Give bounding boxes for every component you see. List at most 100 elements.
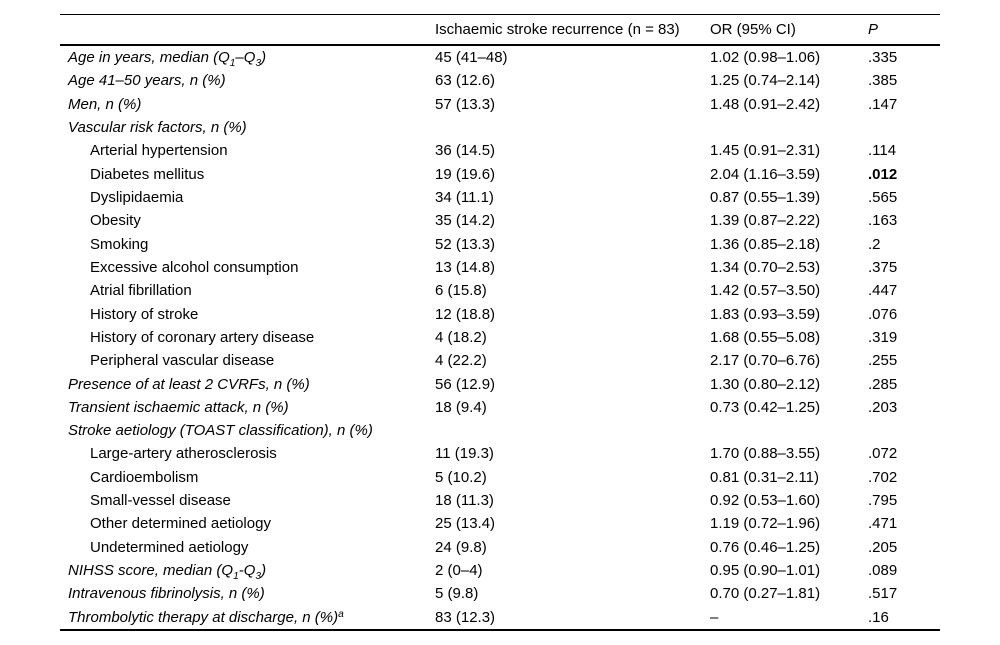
table-row: Small-vessel disease 18 (11.3) 0.92 (0.5…	[60, 489, 940, 512]
table-row: Cardioembolism 5 (10.2) 0.81 (0.31–2.11)…	[60, 466, 940, 489]
table-row: Age in years, median (Q1–Q3) 45 (41–48) …	[60, 46, 940, 69]
table-header-row: Ischaemic stroke recurrence (n = 83) OR …	[60, 14, 940, 46]
cell-recurrence: 18 (9.4)	[435, 398, 487, 416]
table-row: Smoking 52 (13.3) 1.36 (0.85–2.18) .2	[60, 233, 940, 256]
table-row: Large-artery atherosclerosis 11 (19.3) 1…	[60, 442, 940, 465]
row-label: Thrombolytic therapy at discharge, n (%)…	[68, 608, 344, 626]
row-label: Atrial fibrillation	[90, 282, 192, 300]
cell-recurrence: 2 (0–4)	[435, 562, 483, 580]
cell-recurrence: 52 (13.3)	[435, 235, 496, 253]
row-label: Arterial hypertension	[90, 142, 228, 160]
cell-or-ci: 1.70 (0.88–3.55)	[710, 445, 821, 463]
cell-or-ci: 2.17 (0.70–6.76)	[710, 352, 821, 370]
table-row: Dyslipidaemia 34 (11.1) 0.87 (0.55–1.39)…	[60, 186, 940, 209]
cell-recurrence: 36 (14.5)	[435, 142, 496, 160]
row-label: Excessive alcohol consumption	[90, 258, 299, 276]
table-row: Excessive alcohol consumption 13 (14.8) …	[60, 256, 940, 279]
row-label: Smoking	[90, 235, 149, 253]
cell-p-value: .089	[868, 562, 898, 580]
cell-or-ci: –	[710, 608, 719, 626]
cell-recurrence: 63 (12.6)	[435, 72, 496, 90]
cell-recurrence: 4 (18.2)	[435, 328, 487, 346]
cell-recurrence: 57 (13.3)	[435, 95, 496, 113]
cell-or-ci: 1.30 (0.80–2.12)	[710, 375, 821, 393]
row-label: Age in years, median (Q1–Q3)	[68, 49, 267, 70]
cell-p-value: .147	[868, 95, 898, 113]
cell-p-value: .319	[868, 328, 898, 346]
cell-p-value: .285	[868, 375, 898, 393]
cell-p-value: .255	[868, 352, 898, 370]
cell-recurrence: 4 (22.2)	[435, 352, 487, 370]
row-label: Age 41–50 years, n (%)	[68, 72, 226, 90]
cell-or-ci: 1.02 (0.98–1.06)	[710, 49, 821, 67]
cell-or-ci: 1.36 (0.85–2.18)	[710, 235, 821, 253]
cell-p-value: .072	[868, 445, 898, 463]
row-label: Cardioembolism	[90, 468, 199, 486]
cell-recurrence: 56 (12.9)	[435, 375, 496, 393]
table-row: Intravenous fibrinolysis, n (%) 5 (9.8) …	[60, 582, 940, 605]
cell-recurrence: 19 (19.6)	[435, 165, 496, 183]
table-row: Diabetes mellitus 19 (19.6) 2.04 (1.16–3…	[60, 163, 940, 186]
cell-p-value: .447	[868, 282, 898, 300]
cell-p-value: .335	[868, 49, 898, 67]
cell-recurrence: 45 (41–48)	[435, 49, 508, 67]
cell-or-ci: 1.48 (0.91–2.42)	[710, 95, 821, 113]
cell-p-value: .517	[868, 585, 898, 603]
cell-recurrence: 12 (18.8)	[435, 305, 496, 323]
row-label: Men, n (%)	[68, 95, 142, 113]
row-label: Transient ischaemic attack, n (%)	[68, 398, 289, 416]
cell-p-value: .012	[868, 165, 898, 183]
row-label: History of stroke	[90, 305, 199, 323]
cell-or-ci: 0.73 (0.42–1.25)	[710, 398, 821, 416]
row-label: History of coronary artery disease	[90, 328, 315, 346]
table-row: Transient ischaemic attack, n (%) 18 (9.…	[60, 396, 940, 419]
cell-recurrence: 11 (19.3)	[435, 445, 494, 463]
cell-or-ci: 1.19 (0.72–1.96)	[710, 515, 821, 533]
table-row: Arterial hypertension 36 (14.5) 1.45 (0.…	[60, 139, 940, 162]
table-row: Peripheral vascular disease 4 (22.2) 2.1…	[60, 349, 940, 372]
cell-or-ci: 0.81 (0.31–2.11)	[710, 468, 819, 486]
row-label: Peripheral vascular disease	[90, 352, 275, 370]
cell-p-value: .375	[868, 258, 898, 276]
table-row: Atrial fibrillation 6 (15.8) 1.42 (0.57–…	[60, 279, 940, 302]
table-row: Age 41–50 years, n (%) 63 (12.6) 1.25 (0…	[60, 69, 940, 92]
cell-recurrence: 6 (15.8)	[435, 282, 487, 300]
cell-or-ci: 1.34 (0.70–2.53)	[710, 258, 821, 276]
results-table: Ischaemic stroke recurrence (n = 83) OR …	[60, 14, 940, 631]
cell-or-ci: 1.68 (0.55–5.08)	[710, 328, 821, 346]
table-row: Presence of at least 2 CVRFs, n (%) 56 (…	[60, 372, 940, 395]
row-label: Obesity	[90, 212, 141, 230]
cell-recurrence: 83 (12.3)	[435, 608, 496, 626]
cell-recurrence: 25 (13.4)	[435, 515, 496, 533]
row-label: Stroke aetiology (TOAST classification),…	[68, 422, 373, 440]
cell-recurrence: 5 (9.8)	[435, 585, 479, 603]
table-row: Stroke aetiology (TOAST classification),…	[60, 419, 940, 442]
row-label: Vascular risk factors, n (%)	[68, 119, 247, 137]
row-label: NIHSS score, median (Q1-Q3)	[68, 562, 267, 582]
table-row: NIHSS score, median (Q1-Q3) 2 (0–4) 0.95…	[60, 559, 940, 582]
cell-or-ci: 0.87 (0.55–1.39)	[710, 189, 821, 207]
row-label: Undetermined aetiology	[90, 538, 249, 556]
cell-p-value: .205	[868, 538, 898, 556]
table-body: Age in years, median (Q1–Q3) 45 (41–48) …	[60, 46, 940, 631]
table-row: Undetermined aetiology 24 (9.8) 0.76 (0.…	[60, 536, 940, 559]
cell-or-ci: 1.25 (0.74–2.14)	[710, 72, 821, 90]
cell-p-value: .16	[868, 608, 889, 626]
table-row: Men, n (%) 57 (13.3) 1.48 (0.91–2.42) .1…	[60, 93, 940, 116]
cell-recurrence: 13 (14.8)	[435, 258, 496, 276]
row-label: Intravenous fibrinolysis, n (%)	[68, 585, 265, 603]
cell-or-ci: 1.45 (0.91–2.31)	[710, 142, 821, 160]
cell-p-value: .203	[868, 398, 898, 416]
cell-p-value: .795	[868, 492, 898, 510]
cell-recurrence: 5 (10.2)	[435, 468, 487, 486]
cell-or-ci: 0.70 (0.27–1.81)	[710, 585, 821, 603]
column-header-or-ci: OR (95% CI)	[710, 21, 796, 38]
cell-or-ci: 1.42 (0.57–3.50)	[710, 282, 821, 300]
table-row: Other determined aetiology 25 (13.4) 1.1…	[60, 512, 940, 535]
row-label: Large-artery atherosclerosis	[90, 445, 277, 463]
table-row: History of stroke 12 (18.8) 1.83 (0.93–3…	[60, 302, 940, 325]
cell-recurrence: 24 (9.8)	[435, 538, 487, 556]
cell-p-value: .114	[868, 142, 897, 160]
cell-or-ci: 0.92 (0.53–1.60)	[710, 492, 821, 510]
